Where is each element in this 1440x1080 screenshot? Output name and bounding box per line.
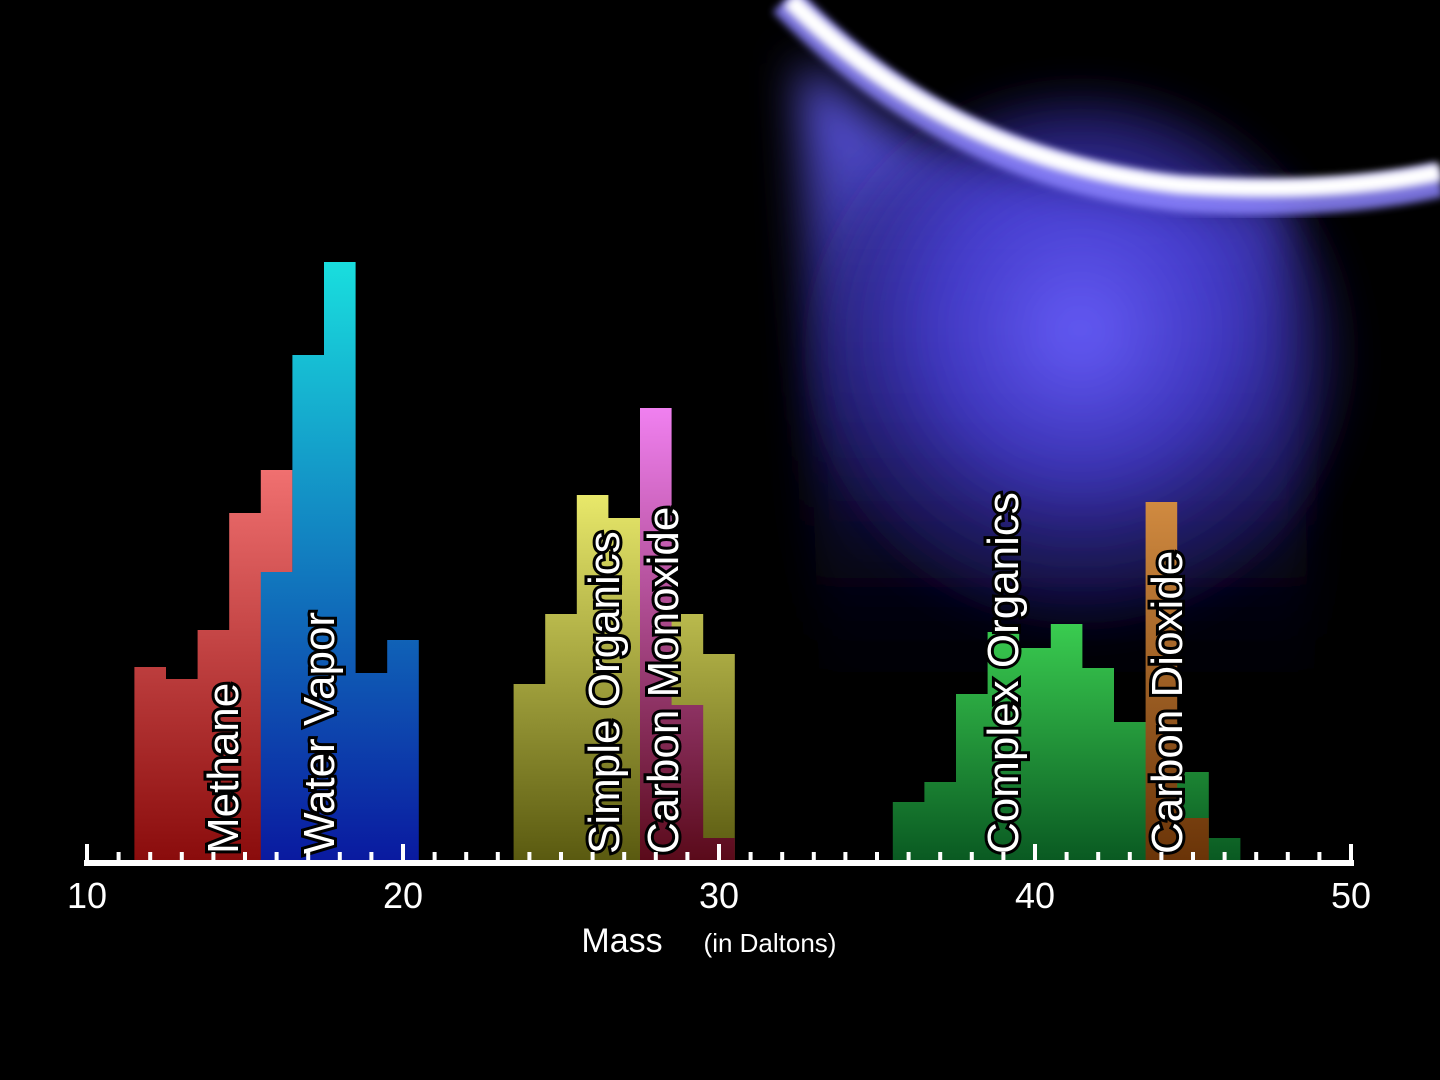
- minor-tick: [1317, 852, 1322, 860]
- minor-tick: [559, 852, 563, 860]
- major-tick: [85, 844, 89, 860]
- bar-group: [134, 470, 293, 860]
- minor-tick: [1096, 852, 1101, 860]
- minor-tick: [495, 852, 500, 860]
- series-labels: Methane Water Vapor Simple Organics Carbon …: [196, 489, 1195, 857]
- minor-tick: [1222, 852, 1227, 860]
- x-axis-label: Mass: [581, 922, 662, 960]
- minor-tick: [211, 852, 216, 860]
- minor-tick: [148, 852, 153, 860]
- series-label: Simple Organics: [580, 531, 629, 854]
- series-carbon-dioxide: [1145, 502, 1209, 860]
- minor-tick: [1285, 852, 1290, 860]
- minor-tick: [369, 852, 374, 860]
- bar-group: [640, 408, 735, 860]
- x-tick-label: 50: [1331, 875, 1371, 916]
- histogram-bars: [134, 262, 1241, 860]
- minor-tick: [1254, 852, 1259, 860]
- minor-tick: [243, 852, 247, 860]
- minor-tick: [1001, 852, 1006, 860]
- minor-tick: [969, 852, 974, 860]
- major-tick: [1033, 844, 1037, 860]
- series-label: Carbon Monoxide: [639, 507, 688, 854]
- x-tick-label: 20: [383, 875, 423, 916]
- major-tick: [401, 844, 405, 860]
- series-label: Methane: [199, 683, 248, 854]
- minor-tick: [179, 852, 184, 860]
- minor-tick: [685, 852, 690, 860]
- series-label: Water Vapor: [295, 612, 344, 854]
- minor-tick: [780, 852, 785, 860]
- minor-tick: [843, 852, 848, 860]
- minor-tick: [116, 852, 121, 860]
- series-water-vapor: [260, 262, 419, 860]
- minor-tick: [337, 852, 342, 860]
- minor-tick: [906, 852, 911, 860]
- x-axis-label-units: (in Daltons): [704, 928, 837, 958]
- series-methane: [134, 470, 293, 860]
- series-label: Complex Organics: [979, 492, 1028, 854]
- bar-group: [1145, 502, 1209, 860]
- major-tick: [1349, 844, 1353, 860]
- minor-tick: [1191, 852, 1195, 860]
- series-carbon-monoxide: [640, 408, 735, 860]
- major-tick: [717, 844, 721, 860]
- x-axis: 10 20 30 40 50: [67, 844, 1371, 916]
- minor-tick: [590, 852, 595, 860]
- x-tick-label: 40: [1015, 875, 1055, 916]
- minor-tick: [274, 852, 279, 860]
- minor-tick: [811, 852, 816, 860]
- minor-tick: [432, 852, 437, 860]
- minor-tick: [527, 852, 532, 860]
- minor-tick: [464, 852, 469, 860]
- minor-tick: [1127, 852, 1132, 860]
- bar-group: [260, 262, 419, 860]
- axis-line: [84, 860, 1354, 866]
- x-tick-label: 10: [67, 875, 107, 916]
- x-tick-label: 30: [699, 875, 739, 916]
- series-label: Carbon Dioxide: [1143, 551, 1192, 854]
- minor-tick: [748, 852, 753, 860]
- minor-tick: [938, 852, 943, 860]
- minor-tick: [875, 852, 879, 860]
- minor-tick: [306, 852, 311, 860]
- minor-tick: [1064, 852, 1069, 860]
- minor-tick: [1159, 852, 1164, 860]
- minor-tick: [622, 852, 627, 860]
- minor-tick: [653, 852, 658, 860]
